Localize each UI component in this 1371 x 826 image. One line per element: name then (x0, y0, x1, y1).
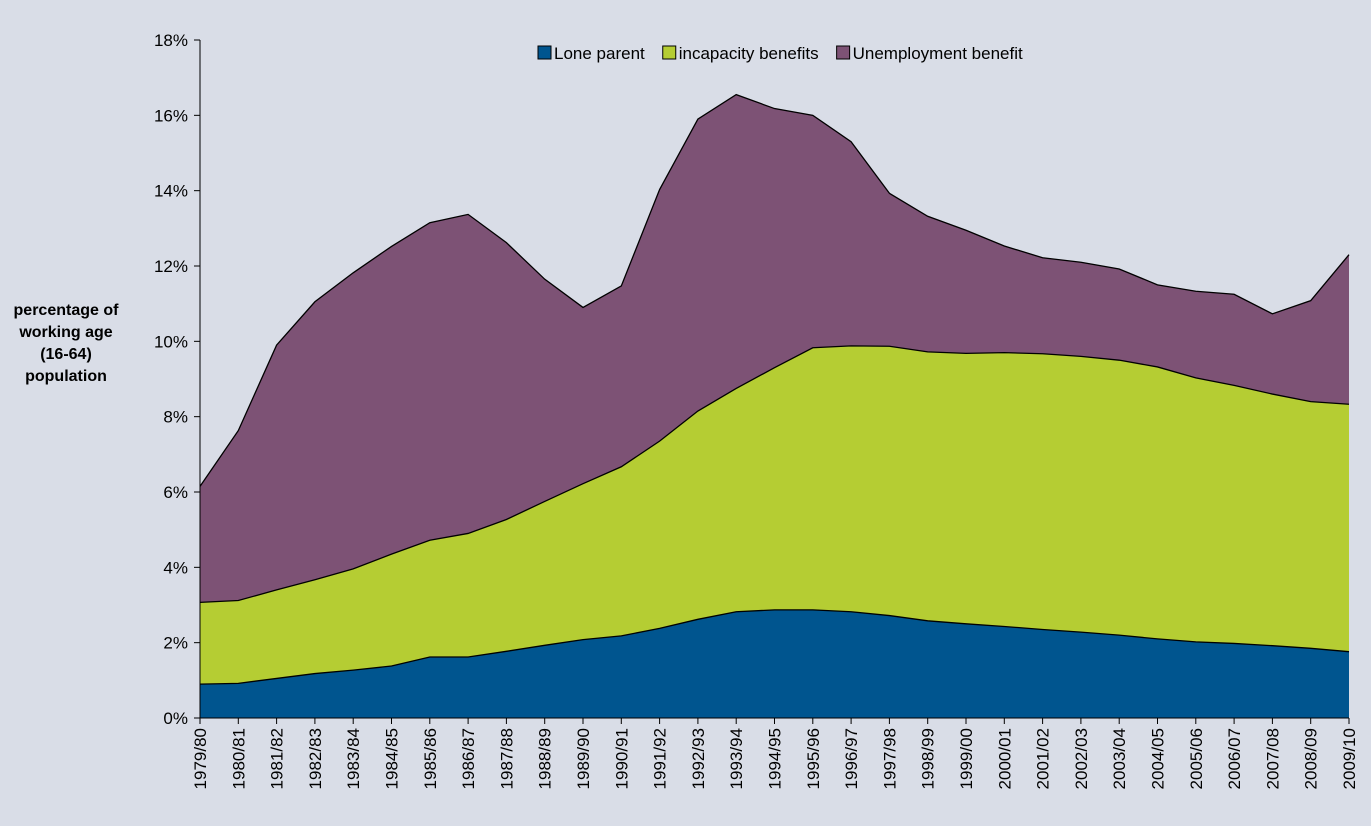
y-tick-label: 10% (154, 332, 188, 351)
legend-label: incapacity benefits (679, 44, 819, 63)
x-tick-label: 2005/06 (1187, 728, 1206, 789)
x-tick-label: 1981/82 (268, 728, 287, 789)
x-tick-label: 1979/80 (191, 728, 210, 789)
x-tick-label: 2007/08 (1263, 728, 1282, 789)
x-tick-label: 2006/07 (1225, 728, 1244, 789)
y-tick-label: 16% (154, 106, 188, 125)
x-tick-label: 1989/90 (574, 728, 593, 789)
x-tick-label: 1992/93 (689, 728, 708, 789)
x-tick-label: 1990/91 (612, 728, 631, 789)
area-edge (199, 345, 1350, 604)
x-tick-label: 2003/04 (1110, 728, 1129, 789)
y-tick-label: 0% (163, 709, 188, 728)
area-edge (199, 93, 1350, 487)
x-tick-label: 2001/02 (1034, 728, 1053, 789)
y-axis-label: percentage of working age (16-64) popula… (13, 302, 119, 385)
x-tick-label: 1983/84 (344, 728, 363, 789)
x-tick-label: 2002/03 (1072, 728, 1091, 789)
x-tick-label: 1985/86 (421, 728, 440, 789)
x-tick-label: 1984/85 (383, 728, 402, 789)
y-tick-label: 6% (163, 483, 188, 502)
area-fill (200, 609, 1349, 718)
x-tick-label: 1986/87 (459, 728, 478, 789)
x-tick-label: 2004/05 (1149, 728, 1168, 789)
x-tick-label: 1999/00 (957, 728, 976, 789)
x-tick-label: 2000/01 (995, 728, 1014, 789)
y-tick-label: 2% (163, 634, 188, 653)
x-tick-label: 1997/98 (880, 728, 899, 789)
legend-label: Unemployment benefit (853, 44, 1023, 63)
legend-label: Lone parent (554, 44, 645, 63)
x-tick-label: 1988/89 (536, 728, 555, 789)
area-fill (200, 94, 1349, 603)
y-tick-label: 12% (154, 257, 188, 276)
x-tick-label: 1994/95 (766, 728, 785, 789)
x-tick-label: 1987/88 (497, 728, 516, 789)
legend-swatch (537, 45, 552, 60)
x-tick-label: 1980/81 (229, 728, 248, 789)
y-tick-label: 8% (163, 408, 188, 427)
x-tick-label: 1993/94 (727, 728, 746, 789)
x-tick-label: 2008/09 (1302, 728, 1321, 789)
legend-swatch (662, 45, 677, 60)
area-edge (199, 609, 1350, 685)
x-tick-label: 1991/92 (651, 728, 670, 789)
y-tick-label: 14% (154, 182, 188, 201)
x-tick-label: 2009/10 (1340, 728, 1359, 789)
x-tick-label: 1996/97 (842, 728, 861, 789)
x-tick-label: 1998/99 (919, 728, 938, 789)
y-tick-label: 4% (163, 558, 188, 577)
x-tick-label: 1982/83 (306, 728, 325, 789)
legend-swatch (836, 45, 851, 60)
area-fill (200, 345, 1349, 685)
x-tick-label: 1995/96 (804, 728, 823, 789)
y-tick-label: 18% (154, 31, 188, 50)
